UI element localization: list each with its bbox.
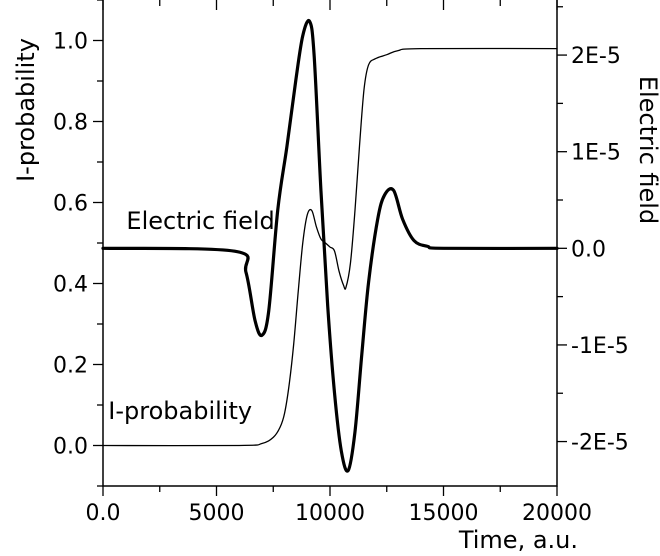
y-tick-label: 0.0: [53, 435, 88, 460]
x-axis-title: Time, a.u.: [458, 526, 578, 554]
x-tick-label: 10000: [295, 501, 365, 526]
y-tick-label: 0.2: [53, 354, 88, 379]
y-axis-title: I-probability: [12, 38, 40, 182]
series-layer: [101, 18, 559, 473]
y-tick-label: 0.4: [53, 273, 88, 298]
y2-axis-title: Electric field: [634, 76, 660, 224]
y-tick-label: 0.6: [53, 192, 88, 217]
y-tick-label: 0.8: [53, 111, 88, 136]
x-tick-label: 15000: [409, 501, 479, 526]
tick-labels-layer: 0.0 5000 10000 15000 20000 0.0 0.2 0.4 0.6 0.8 1.0…: [53, 30, 629, 527]
y2-tick-label: 1E-5: [571, 141, 621, 166]
i-probability-annotation: I-probability: [108, 397, 252, 425]
i-probability-line: [102, 47, 558, 447]
y2-tick-label: -1E-5: [571, 334, 629, 359]
y2-tick-label: -2E-5: [571, 431, 629, 456]
x-tick-label: 0.0: [86, 501, 121, 526]
ticks-layer: [93, 0, 567, 496]
plot-frame: [102, 0, 558, 487]
electric-field-annotation: Electric field: [126, 207, 274, 235]
x-tick-label: 5000: [189, 501, 245, 526]
x-tick-label: 20000: [522, 501, 592, 526]
y2-tick-label: 0.0: [571, 237, 606, 262]
annotation-layer: Electric field I-probability: [108, 207, 275, 425]
y2-tick-label: 2E-5: [571, 44, 621, 69]
electric-field-line: [101, 18, 559, 473]
y-tick-label: 1.0: [53, 30, 88, 55]
